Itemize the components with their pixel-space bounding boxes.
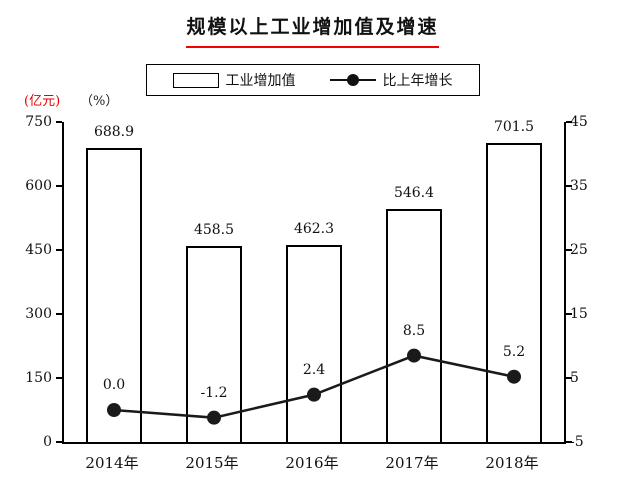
line-value-label: -1.2 xyxy=(200,384,228,401)
right-axis-unit: （%） xyxy=(80,94,119,109)
bar-value-label: 546.4 xyxy=(393,184,435,201)
legend-label-line: 比上年增长 xyxy=(382,73,453,89)
left-axis-tick-label: 150 xyxy=(25,370,52,386)
growth-line-marker xyxy=(407,348,421,363)
legend-row: 工业增加值 比上年增长 xyxy=(0,64,625,96)
line-value-label: 0.0 xyxy=(102,377,126,393)
right-axis-tick-label: 25 xyxy=(570,242,588,258)
industrial-output-bar xyxy=(86,148,142,442)
left-axis-tick-label: 450 xyxy=(25,242,52,258)
line-layer xyxy=(107,348,521,425)
category-label: 2018年 xyxy=(485,454,539,472)
category-label: 2017年 xyxy=(385,454,439,472)
growth-line-marker xyxy=(107,403,121,417)
left-axis-tickmark xyxy=(56,121,62,123)
growth-line-marker xyxy=(507,369,521,384)
industrial-output-bar xyxy=(386,208,442,442)
left-axis-tickmark xyxy=(56,249,62,251)
left-axis-tickmark xyxy=(56,313,62,315)
bar-value-label: 688.9 xyxy=(93,124,135,141)
chart-title-row: 规模以上工业增加值及增速 xyxy=(0,12,625,48)
legend-item-line: 比上年增长 xyxy=(329,70,453,90)
left-axis-tick-label: 0 xyxy=(43,434,52,450)
left-axis-tickmark xyxy=(56,441,62,443)
industrial-output-bar xyxy=(186,246,242,442)
left-axis-tick-label: 600 xyxy=(25,178,52,194)
bar-value-label: 701.5 xyxy=(493,118,535,135)
line-dot-swatch-icon xyxy=(329,73,376,87)
category-label: 2015年 xyxy=(185,454,239,472)
right-axis-tick-label: -5 xyxy=(570,434,584,450)
line-value-label: 5.2 xyxy=(502,343,526,360)
right-axis-tick-label: 35 xyxy=(570,178,588,194)
right-axis-tickmark xyxy=(566,121,572,123)
left-axis-tickmark xyxy=(56,185,62,187)
plot-area: 688.9 458.5 462.3 546.4 701.5 0.0 -1.2 2.4 8.5 5.… xyxy=(56,118,572,444)
legend: 工业增加值 比上年增长 xyxy=(145,64,480,96)
right-axis-tickmark xyxy=(566,249,572,251)
right-axis-tickmark xyxy=(566,377,572,379)
right-axis-tickmark xyxy=(566,441,572,443)
left-axis-tickmark xyxy=(56,377,62,379)
bar-value-label: 458.5 xyxy=(193,222,235,239)
legend-label-bar: 工业增加值 xyxy=(225,73,296,89)
line-swatch-dot xyxy=(346,74,359,86)
legend-item-bar: 工业增加值 xyxy=(172,70,296,90)
line-value-label: 8.5 xyxy=(402,322,426,339)
right-axis-tickmark xyxy=(566,313,572,315)
left-axis-unit: (亿元) xyxy=(24,94,61,109)
bar-swatch-icon xyxy=(172,72,219,88)
right-axis-tick-label: 5 xyxy=(570,370,579,386)
bar-value-label: 462.3 xyxy=(293,220,335,237)
right-axis-tick-label: 15 xyxy=(570,306,588,322)
left-axis-ticks: 0 150 300 450 600 750 xyxy=(0,114,52,450)
page-title: 规模以上工业增加值及增速 xyxy=(186,12,439,48)
right-axis-tick-label: 45 xyxy=(570,114,588,130)
industrial-output-bar xyxy=(486,142,542,442)
right-axis-ticks: -5 5 15 25 35 45 xyxy=(570,114,620,450)
right-axis-tickmark xyxy=(566,185,572,187)
growth-line-marker xyxy=(207,410,221,425)
industrial-output-bar xyxy=(286,244,342,442)
left-axis-tick-label: 750 xyxy=(25,114,52,130)
category-axis: 2014年 2015年 2016年 2017年 2018年 xyxy=(62,452,562,476)
line-value-label: 2.4 xyxy=(302,361,326,378)
left-axis-tick-label: 300 xyxy=(25,306,52,322)
growth-line-marker xyxy=(307,387,321,402)
category-label: 2016年 xyxy=(285,454,339,472)
category-label: 2014年 xyxy=(85,454,139,472)
